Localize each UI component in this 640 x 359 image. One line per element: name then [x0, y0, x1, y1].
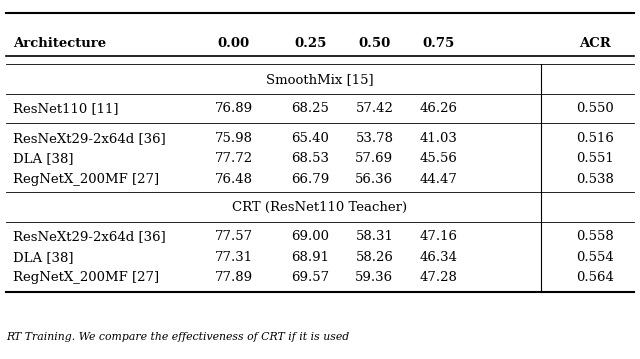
Text: 76.48: 76.48	[214, 173, 253, 186]
Text: 0.00: 0.00	[218, 37, 250, 50]
Text: Architecture: Architecture	[13, 37, 106, 50]
Text: 76.89: 76.89	[214, 102, 253, 115]
Text: 0.554: 0.554	[577, 251, 614, 264]
Text: 68.25: 68.25	[291, 102, 330, 115]
Text: 0.538: 0.538	[576, 173, 614, 186]
Text: 57.69: 57.69	[355, 152, 394, 165]
Text: 45.56: 45.56	[419, 152, 458, 165]
Text: 41.03: 41.03	[419, 132, 458, 145]
Text: 44.47: 44.47	[419, 173, 458, 186]
Text: 0.550: 0.550	[577, 102, 614, 115]
Text: 65.40: 65.40	[291, 132, 330, 145]
Text: 77.57: 77.57	[214, 230, 253, 243]
Text: 46.26: 46.26	[419, 102, 458, 115]
Text: 66.79: 66.79	[291, 173, 330, 186]
Text: 46.34: 46.34	[419, 251, 458, 264]
Text: SmoothMix [15]: SmoothMix [15]	[266, 73, 374, 86]
Text: 0.50: 0.50	[358, 37, 390, 50]
Text: 58.26: 58.26	[355, 251, 394, 264]
Text: 77.72: 77.72	[214, 152, 253, 165]
Text: 59.36: 59.36	[355, 271, 394, 284]
Text: RegNetX_200MF [27]: RegNetX_200MF [27]	[13, 173, 159, 186]
Text: RT Training. We compare the effectiveness of CRT if it is used: RT Training. We compare the effectivenes…	[6, 332, 349, 342]
Text: 0.25: 0.25	[294, 37, 326, 50]
Text: ResNet110 [11]: ResNet110 [11]	[13, 102, 118, 115]
Text: 68.53: 68.53	[291, 152, 330, 165]
Text: 47.16: 47.16	[419, 230, 458, 243]
Text: RegNetX_200MF [27]: RegNetX_200MF [27]	[13, 271, 159, 284]
Text: 47.28: 47.28	[419, 271, 458, 284]
Text: ResNeXt29-2x64d [36]: ResNeXt29-2x64d [36]	[13, 132, 166, 145]
Text: 56.36: 56.36	[355, 173, 394, 186]
Text: 77.31: 77.31	[214, 251, 253, 264]
Text: 53.78: 53.78	[355, 132, 394, 145]
Text: 0.516: 0.516	[576, 132, 614, 145]
Text: DLA [38]: DLA [38]	[13, 251, 74, 264]
Text: DLA [38]: DLA [38]	[13, 152, 74, 165]
Text: 0.558: 0.558	[577, 230, 614, 243]
Text: 57.42: 57.42	[355, 102, 394, 115]
Text: 0.75: 0.75	[422, 37, 454, 50]
Text: 68.91: 68.91	[291, 251, 330, 264]
Text: ResNeXt29-2x64d [36]: ResNeXt29-2x64d [36]	[13, 230, 166, 243]
Text: 77.89: 77.89	[214, 271, 253, 284]
Text: 58.31: 58.31	[355, 230, 394, 243]
Text: ACR: ACR	[579, 37, 611, 50]
Text: 69.57: 69.57	[291, 271, 330, 284]
Text: 0.551: 0.551	[577, 152, 614, 165]
Text: CRT (ResNet110 Teacher): CRT (ResNet110 Teacher)	[232, 201, 408, 214]
Text: 75.98: 75.98	[214, 132, 253, 145]
Text: 0.564: 0.564	[576, 271, 614, 284]
Text: 69.00: 69.00	[291, 230, 330, 243]
